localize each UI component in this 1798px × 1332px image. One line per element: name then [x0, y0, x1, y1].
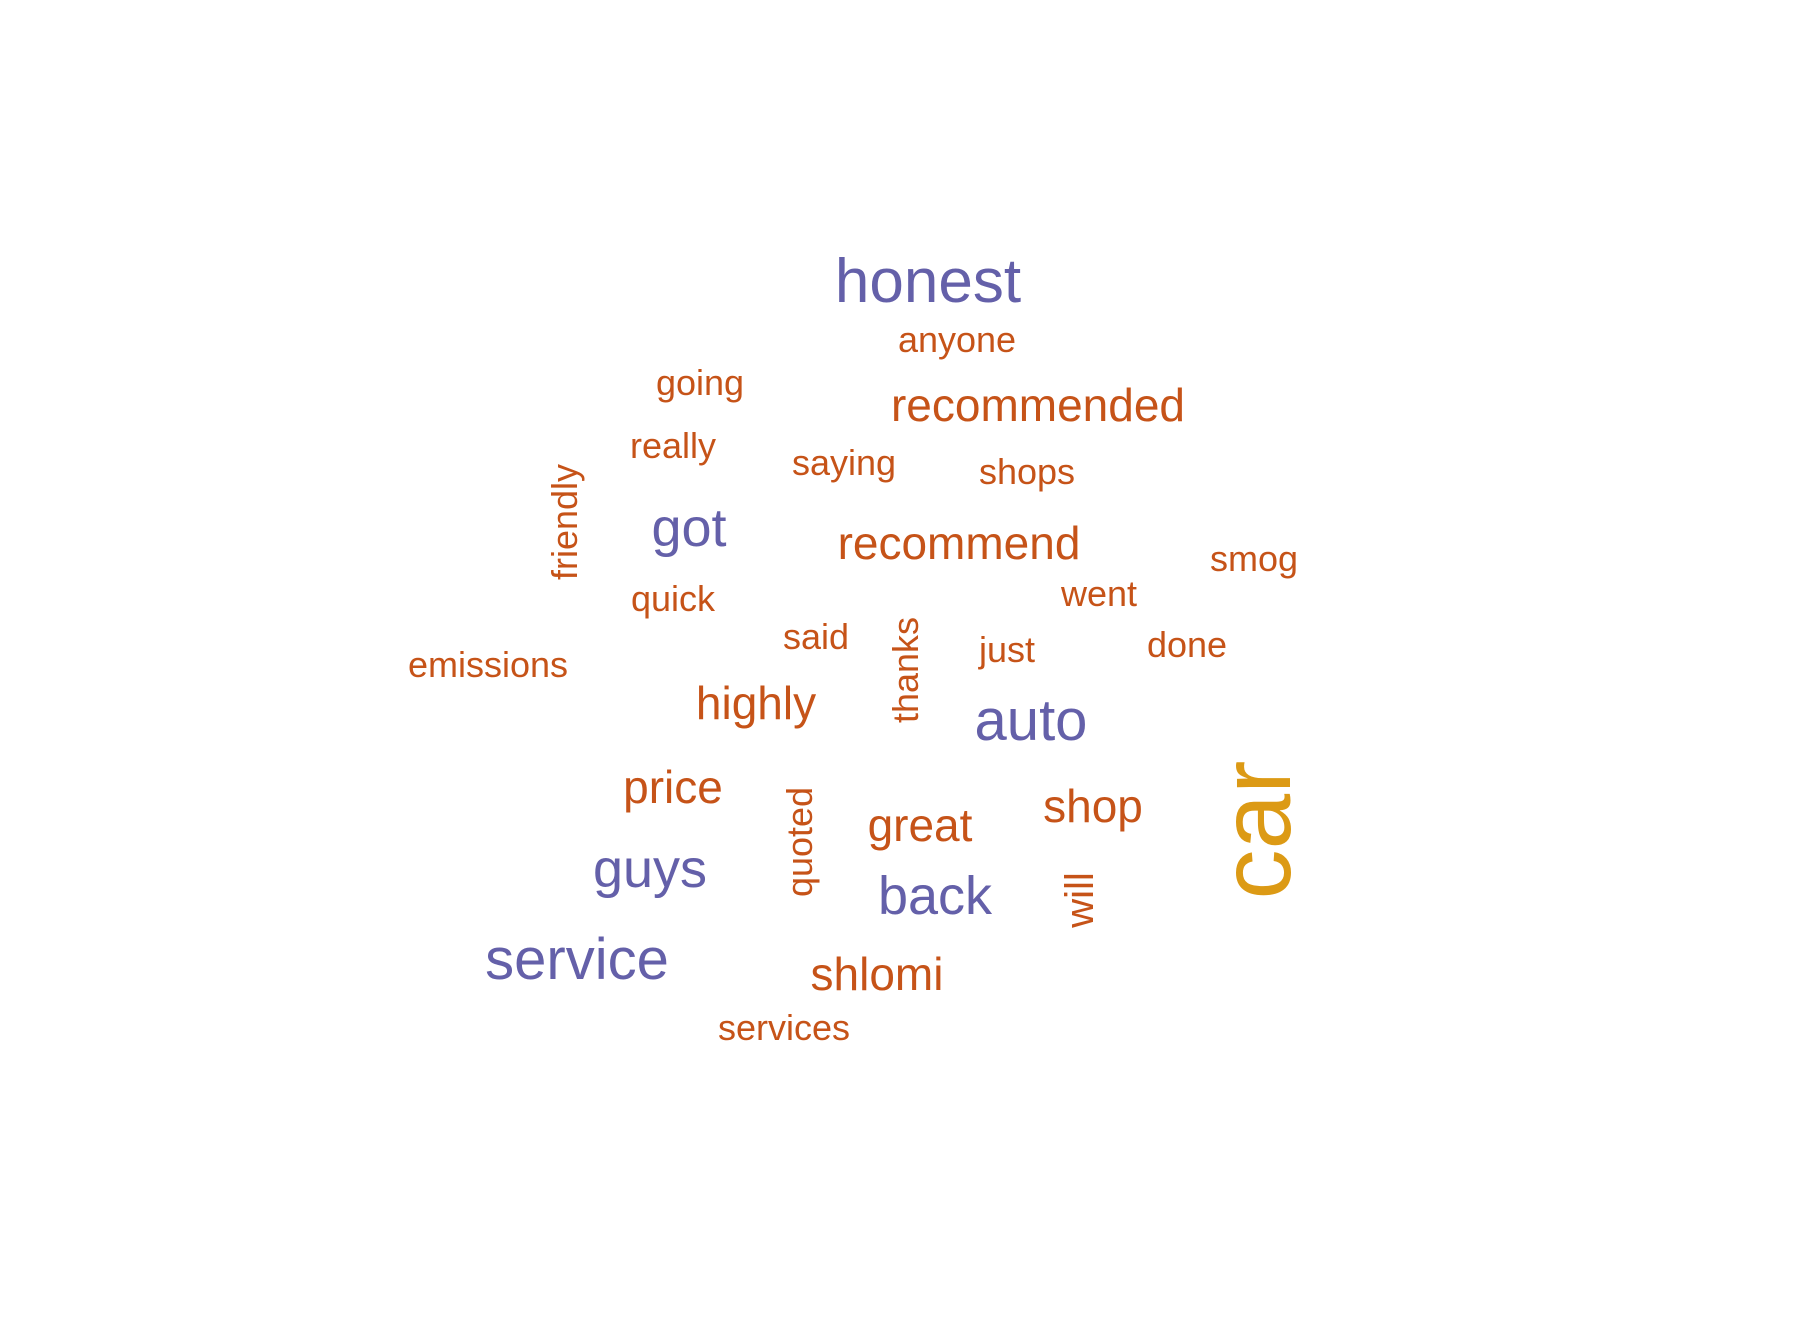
word-auto: auto	[974, 688, 1088, 753]
word-friendly: friendly	[544, 463, 585, 581]
word-recommended: recommended	[890, 379, 1186, 431]
word-price: price	[623, 761, 723, 813]
word-back: back	[877, 866, 993, 926]
word-recommend: recommend	[837, 517, 1081, 569]
word-shlomi: shlomi	[810, 948, 944, 1000]
word-saying: saying	[791, 442, 897, 483]
word-smog: smog	[1209, 538, 1299, 579]
word-got: got	[651, 498, 727, 558]
word-thanks: thanks	[885, 616, 926, 724]
word-services: services	[717, 1007, 851, 1048]
word-just: just	[978, 629, 1036, 670]
word-really: really	[629, 425, 717, 466]
word-car: car	[1200, 760, 1312, 900]
word-honest: honest	[834, 247, 1022, 316]
word-done: done	[1146, 624, 1228, 665]
word-went: went	[1060, 573, 1138, 614]
word-will: will	[1058, 872, 1102, 928]
word-guys: guys	[592, 839, 708, 899]
word-shops: shops	[978, 451, 1076, 492]
word-highly: highly	[695, 677, 817, 729]
word-shop: shop	[1043, 780, 1143, 832]
word-anyone: anyone	[897, 319, 1017, 360]
word-said: said	[782, 616, 850, 657]
word-emissions: emissions	[407, 644, 569, 685]
word-great: great	[867, 799, 973, 851]
word-going: going	[655, 362, 745, 403]
word-quoted: quoted	[779, 786, 820, 898]
word-service: service	[485, 927, 669, 992]
word-quick: quick	[630, 578, 716, 619]
